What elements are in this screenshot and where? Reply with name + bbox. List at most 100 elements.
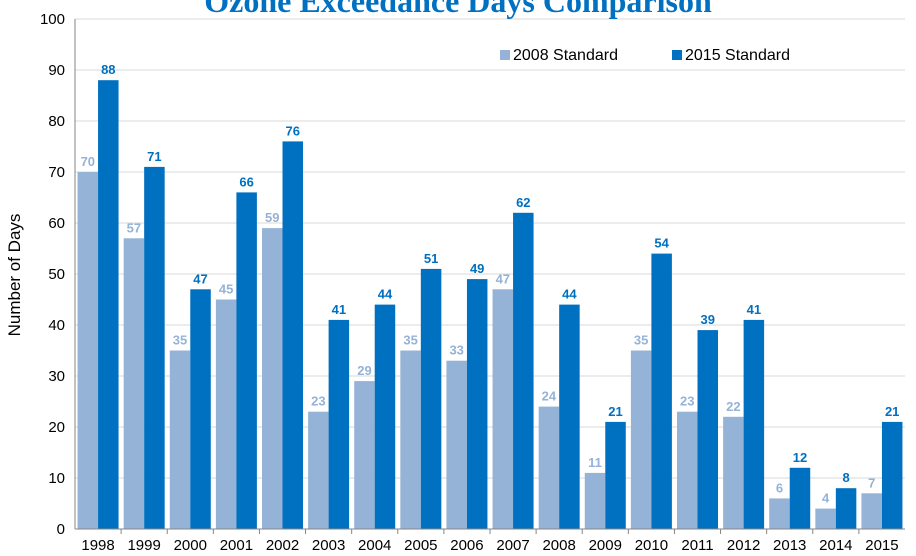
bar-2015-standard: [881, 421, 903, 529]
bar-2008-standard: [77, 172, 99, 529]
grid-lines: [75, 18, 905, 479]
data-label-2008-standard: 70: [81, 154, 95, 169]
bar-2008-standard: [446, 360, 467, 529]
data-label-2015-standard: 51: [424, 251, 438, 266]
axes: 0 10 20 30 40 50 60 70 80 90 100 1998 1999 2000 2001 20…: [40, 11, 905, 554]
x-tick-label: 2015: [865, 537, 898, 554]
x-tick-label: 2010: [635, 537, 668, 554]
x-tick-label: 2000: [174, 537, 207, 554]
x-tick-label: 2002: [266, 537, 299, 554]
data-label-2015-standard: 39: [701, 312, 715, 327]
data-label-2008-standard: 45: [219, 282, 233, 297]
bar-2015-standard: [236, 192, 257, 529]
y-tick-label: 70: [48, 164, 65, 181]
data-label-2008-standard: 24: [542, 389, 557, 404]
data-label-2008-standard: 22: [726, 399, 740, 414]
legend-label-2008: 2008 Standard: [513, 47, 618, 64]
bar-2008-standard: [123, 238, 145, 530]
legend: 2008 Standard 2015 Standard: [500, 47, 790, 64]
legend-swatch-2015: [672, 50, 682, 60]
bar-2008-standard: [492, 289, 514, 529]
data-label-2008-standard: 23: [311, 394, 325, 409]
x-tick-label: 2011: [681, 537, 713, 554]
x-tick-label: 1998: [81, 537, 114, 554]
data-label-2015-standard: 44: [562, 287, 577, 302]
bar-2008-standard: [630, 350, 652, 529]
data-labels: 7088577135474566597623412944355133494762…: [81, 62, 900, 505]
data-label-2008-standard: 59: [265, 210, 279, 225]
data-label-2015-standard: 54: [654, 236, 669, 251]
bar-2008-standard: [723, 416, 744, 529]
data-label-2008-standard: 35: [403, 333, 417, 348]
y-tick-label: 90: [48, 62, 65, 79]
data-label-2008-standard: 23: [680, 394, 694, 409]
data-label-2008-standard: 7: [868, 475, 875, 490]
data-label-2015-standard: 21: [885, 404, 899, 419]
y-tick-label: 40: [48, 317, 65, 334]
bar-2008-standard: [354, 381, 375, 529]
bar-2015-standard: [190, 289, 211, 529]
data-label-2008-standard: 4: [822, 491, 830, 506]
bar-2015-standard: [559, 304, 580, 529]
bar-2015-standard: [282, 141, 303, 529]
data-label-2015-standard: 66: [239, 174, 253, 189]
bar-2015-standard: [743, 319, 765, 529]
bar-2008-standard: [215, 299, 237, 529]
y-tick-label: 10: [48, 470, 65, 487]
data-label-2015-standard: 8: [842, 470, 849, 485]
data-label-2015-standard: 71: [147, 149, 161, 164]
x-tick-label: 1999: [127, 537, 160, 554]
bar-2015-standard: [789, 467, 811, 529]
y-tick-label: 80: [48, 113, 65, 130]
bar-2015-standard: [835, 488, 857, 529]
bar-2015-standard: [420, 268, 442, 529]
bar-2015-standard: [697, 330, 718, 529]
bar-2008-standard: [308, 411, 329, 529]
bar-2015-standard: [605, 421, 626, 529]
y-axis-label: Number of Days: [5, 214, 24, 337]
bar-2008-standard: [769, 498, 790, 529]
x-tick-label: 2012: [727, 537, 760, 554]
bars: [77, 80, 903, 530]
bar-2008-standard: [584, 472, 606, 529]
x-tick-label: 2006: [450, 537, 483, 554]
bar-2015-standard: [466, 279, 488, 529]
data-label-2008-standard: 11: [588, 455, 602, 470]
data-label-2015-standard: 62: [516, 195, 530, 210]
data-label-2008-standard: 29: [357, 363, 371, 378]
y-tick-label: 30: [48, 368, 65, 385]
x-tick-label: 2001: [220, 537, 253, 554]
data-label-2008-standard: 6: [776, 480, 783, 495]
bar-2008-standard: [169, 350, 191, 529]
legend-swatch-2008: [500, 50, 510, 60]
bar-2008-standard: [538, 406, 560, 529]
x-tick-label: 2009: [589, 537, 622, 554]
bar-2008-standard: [262, 228, 283, 529]
y-tick-label: 60: [48, 215, 65, 232]
bar-2008-standard: [677, 411, 698, 529]
x-tick-label: 2005: [404, 537, 437, 554]
data-label-2015-standard: 21: [608, 404, 622, 419]
data-label-2015-standard: 41: [747, 302, 761, 317]
bar-2015-standard: [98, 80, 119, 529]
x-tick-label: 2007: [496, 537, 529, 554]
bar-2015-standard: [374, 304, 396, 529]
data-label-2015-standard: 12: [793, 450, 807, 465]
data-label-2008-standard: 35: [173, 333, 187, 348]
bar-2008-standard: [861, 493, 882, 529]
y-tick-label: 50: [48, 266, 65, 283]
x-tick-label: 2003: [312, 537, 345, 554]
bar-2008-standard: [400, 350, 421, 529]
x-tick-label: 2004: [358, 537, 391, 554]
data-label-2015-standard: 49: [470, 261, 484, 276]
x-tick-label: 2008: [542, 537, 575, 554]
x-tick-label: 2013: [773, 537, 806, 554]
x-tick-label: 2014: [819, 537, 852, 554]
bar-2015-standard: [651, 253, 672, 529]
bar-2008-standard: [815, 508, 836, 529]
bar-2015-standard: [144, 166, 165, 529]
bar-2015-standard: [328, 319, 350, 529]
y-tick-label: 20: [48, 419, 65, 436]
data-label-2015-standard: 47: [193, 271, 207, 286]
